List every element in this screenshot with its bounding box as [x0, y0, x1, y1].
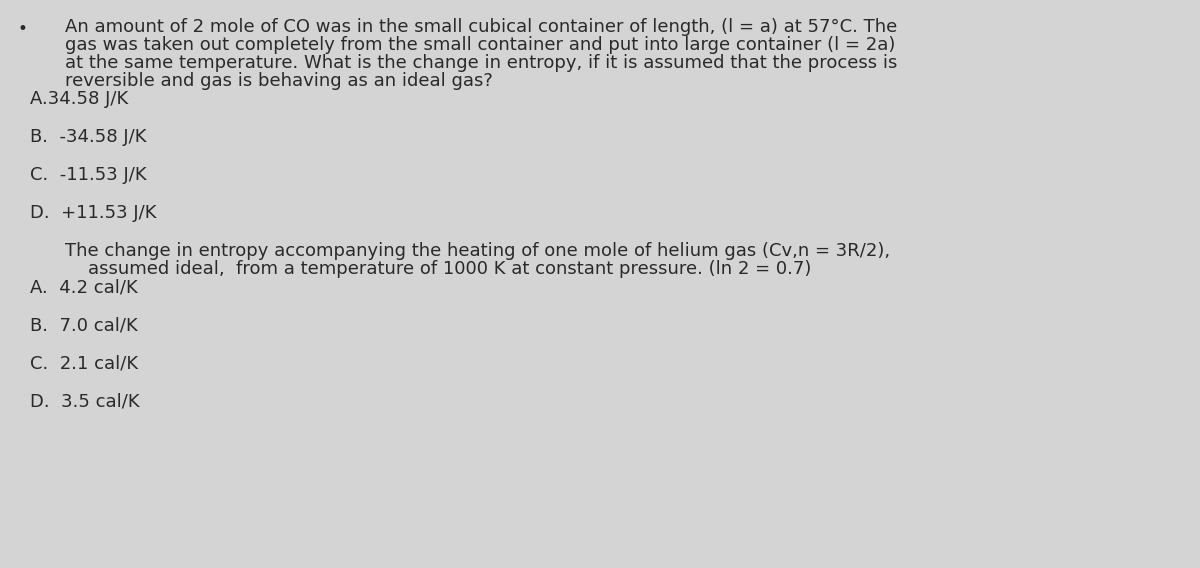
- Text: A.34.58 J/K: A.34.58 J/K: [30, 90, 128, 108]
- Text: assumed ideal,  from a temperature of 1000 K at constant pressure. (ln 2 = 0.7): assumed ideal, from a temperature of 100…: [65, 260, 811, 278]
- Text: An amount of 2 mole of CO was in the small cubical container of length, (l = a) : An amount of 2 mole of CO was in the sma…: [65, 18, 898, 36]
- Text: at the same temperature. What is the change in entropy, if it is assumed that th: at the same temperature. What is the cha…: [65, 54, 898, 72]
- Text: C.  2.1 cal/K: C. 2.1 cal/K: [30, 354, 138, 372]
- Text: D.  3.5 cal/K: D. 3.5 cal/K: [30, 392, 139, 410]
- Text: gas was taken out completely from the small container and put into large contain: gas was taken out completely from the sm…: [65, 36, 895, 54]
- Text: C.  -11.53 J/K: C. -11.53 J/K: [30, 166, 146, 184]
- Text: B.  -34.58 J/K: B. -34.58 J/K: [30, 128, 146, 146]
- Text: D.  +11.53 J/K: D. +11.53 J/K: [30, 204, 156, 222]
- Text: •: •: [18, 20, 28, 38]
- Text: The change in entropy accompanying the heating of one mole of helium gas (Cv,n =: The change in entropy accompanying the h…: [65, 242, 890, 260]
- Text: A.  4.2 cal/K: A. 4.2 cal/K: [30, 278, 138, 296]
- Text: B.  7.0 cal/K: B. 7.0 cal/K: [30, 316, 138, 334]
- Text: reversible and gas is behaving as an ideal gas?: reversible and gas is behaving as an ide…: [65, 72, 493, 90]
